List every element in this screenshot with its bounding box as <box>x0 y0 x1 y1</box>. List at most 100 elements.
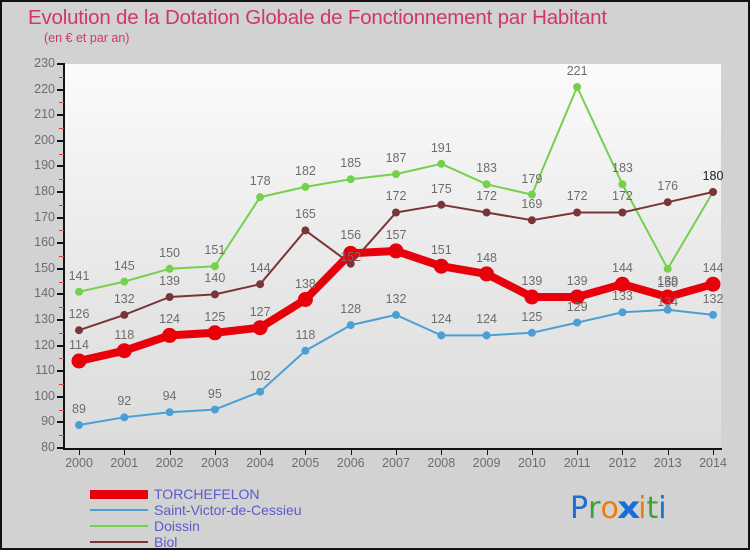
y-axis-tick-mark <box>57 191 65 193</box>
y-axis-minor-tick <box>59 256 64 257</box>
data-point-label: 138 <box>294 276 316 291</box>
data-point-label: 150 <box>159 245 180 260</box>
data-point-label: 175 <box>430 181 452 196</box>
data-point-label: 127 <box>249 304 271 319</box>
x-axis-tick-label: 2014 <box>699 456 727 470</box>
data-point-label: 94 <box>162 389 177 404</box>
y-axis-tick-mark <box>57 370 65 373</box>
data-point-label: 145 <box>113 258 135 273</box>
data-point-label: 191 <box>430 140 452 155</box>
x-axis-tick-mark <box>305 448 306 455</box>
y-axis-minor-tick <box>59 205 64 206</box>
legend-item-label: Biol <box>154 534 178 550</box>
y-axis-minor-tick <box>59 179 64 180</box>
x-axis-tick-mark <box>713 448 714 455</box>
x-axis-tick-label: 2007 <box>382 456 410 470</box>
x-axis-tick-label: 2010 <box>517 456 546 470</box>
data-point-label: 118 <box>295 327 316 342</box>
data-point-label: 132 <box>385 291 407 306</box>
legend-item-1[interactable]: Saint-Victor-de-Cessieu <box>90 502 450 518</box>
y-axis-minor-tick <box>59 102 64 103</box>
page-title: Evolution de la Dotation Globale de Fonc… <box>28 6 607 29</box>
data-point-label: 118 <box>114 327 135 342</box>
data-point-label: 139 <box>521 273 543 288</box>
x-axis-tick-mark <box>622 448 623 455</box>
data-point-label: 95 <box>207 386 222 401</box>
data-point-label: 132 <box>702 291 724 306</box>
proxiti-logo[interactable]: Proxiti <box>570 491 667 526</box>
legend-item-2[interactable]: Doissin <box>90 518 450 534</box>
data-point-label: 89 <box>72 401 86 416</box>
data-point-label: 139 <box>159 273 180 288</box>
logo-letter: t <box>646 491 659 526</box>
x-axis-tick-mark <box>79 448 80 455</box>
y-axis-minor-tick <box>59 358 64 359</box>
data-point-label: 172 <box>566 189 588 204</box>
y-axis-tick-mark <box>57 267 65 270</box>
y-axis-minor-tick <box>59 230 64 231</box>
y-axis-tick-mark <box>57 139 65 142</box>
legend-color-swatch <box>90 541 148 543</box>
legend-color-swatch <box>90 489 148 499</box>
data-point-label: 151 <box>204 243 226 258</box>
legend-item-0[interactable]: TORCHEFELON <box>90 486 450 502</box>
data-point-label: 150 <box>657 275 679 290</box>
x-axis-tick-label: 2008 <box>427 456 456 470</box>
data-point-label: 148 <box>476 250 497 265</box>
data-point-label: 133 <box>611 289 633 304</box>
data-point-label: 126 <box>68 307 90 322</box>
data-point-label: 176 <box>657 179 679 194</box>
legend-item-label: Doissin <box>154 518 200 534</box>
data-point-label: 156 <box>340 228 362 243</box>
legend-item-3[interactable]: Biol <box>90 534 450 550</box>
x-axis-tick-label: 2011 <box>563 456 591 470</box>
y-axis-tick-mark <box>57 165 65 168</box>
x-axis-tick-label: 2013 <box>653 456 682 470</box>
x-axis-tick-mark <box>532 448 533 455</box>
data-point-label: 139 <box>657 273 679 288</box>
x-axis-tick-label: 2001 <box>110 456 139 470</box>
data-point-label: 179 <box>521 171 543 186</box>
y-axis-tick-label: 190 <box>34 158 55 173</box>
data-point-label: 157 <box>385 227 407 242</box>
legend-item-label: TORCHEFELON <box>154 486 260 502</box>
logo-letter: i <box>658 491 667 526</box>
data-point-label: 92 <box>117 394 132 409</box>
y-axis-minor-tick <box>59 333 64 334</box>
data-point-label: 132 <box>113 291 135 306</box>
data-point-label: 178 <box>249 174 271 189</box>
data-point-label: 165 <box>294 207 316 222</box>
legend-color-swatch <box>90 525 148 527</box>
y-axis-minor-tick <box>59 384 64 385</box>
y-axis-minor-tick <box>59 77 64 78</box>
y-axis-minor-tick <box>59 282 64 283</box>
data-point-label: 124 <box>476 312 497 327</box>
logo-letter: x <box>616 491 641 526</box>
data-point-label: 134 <box>657 294 679 309</box>
data-point-label: 169 <box>521 197 543 212</box>
data-point-label: 144 <box>249 261 271 276</box>
y-axis-tick-mark <box>57 242 65 245</box>
logo-letter: o <box>600 491 619 526</box>
y-axis-tick-label: 90 <box>41 414 55 429</box>
x-axis-tick-label: 2004 <box>246 456 275 470</box>
data-point-label: 183 <box>476 161 497 176</box>
data-point-label: 172 <box>385 189 407 204</box>
data-point-label: 187 <box>385 151 407 166</box>
y-axis-minor-tick <box>59 307 64 308</box>
data-point-label: 139 <box>566 273 588 288</box>
x-axis-tick-mark <box>396 448 397 455</box>
x-axis-tick-mark <box>668 448 669 455</box>
y-axis-tick-label: 120 <box>34 337 55 352</box>
x-axis-tick-mark <box>441 448 442 455</box>
y-axis-minor-tick <box>59 435 64 436</box>
y-axis-tick-label: 180 <box>34 184 55 198</box>
y-axis-tick-label: 220 <box>34 81 55 96</box>
data-point-label: 180 <box>702 169 724 183</box>
y-axis-tick-label: 230 <box>34 56 55 70</box>
y-axis-tick-mark <box>57 114 65 117</box>
data-point-label: 182 <box>294 163 316 178</box>
y-axis-tick-label: 170 <box>34 209 55 224</box>
data-point-label: 128 <box>340 302 362 317</box>
y-axis-tick-label: 210 <box>34 107 55 122</box>
